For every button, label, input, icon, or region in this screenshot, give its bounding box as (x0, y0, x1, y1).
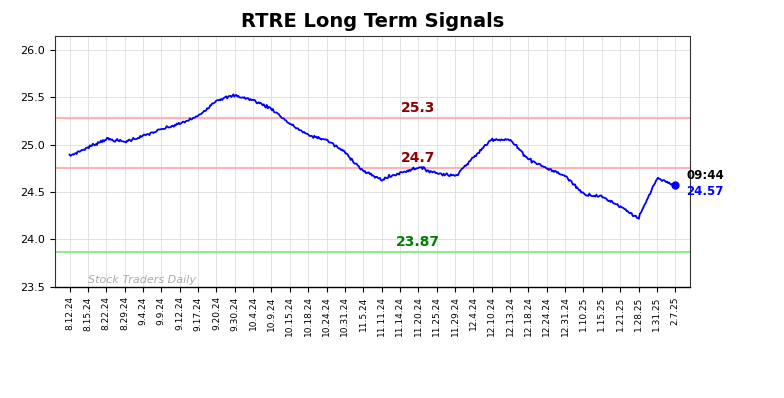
Text: 24.57: 24.57 (686, 185, 724, 199)
Title: RTRE Long Term Signals: RTRE Long Term Signals (241, 12, 504, 31)
Text: Stock Traders Daily: Stock Traders Daily (88, 275, 196, 285)
Text: 23.87: 23.87 (396, 235, 441, 249)
Text: 25.3: 25.3 (401, 101, 435, 115)
Text: 24.7: 24.7 (401, 152, 435, 166)
Text: 09:44: 09:44 (686, 170, 724, 182)
